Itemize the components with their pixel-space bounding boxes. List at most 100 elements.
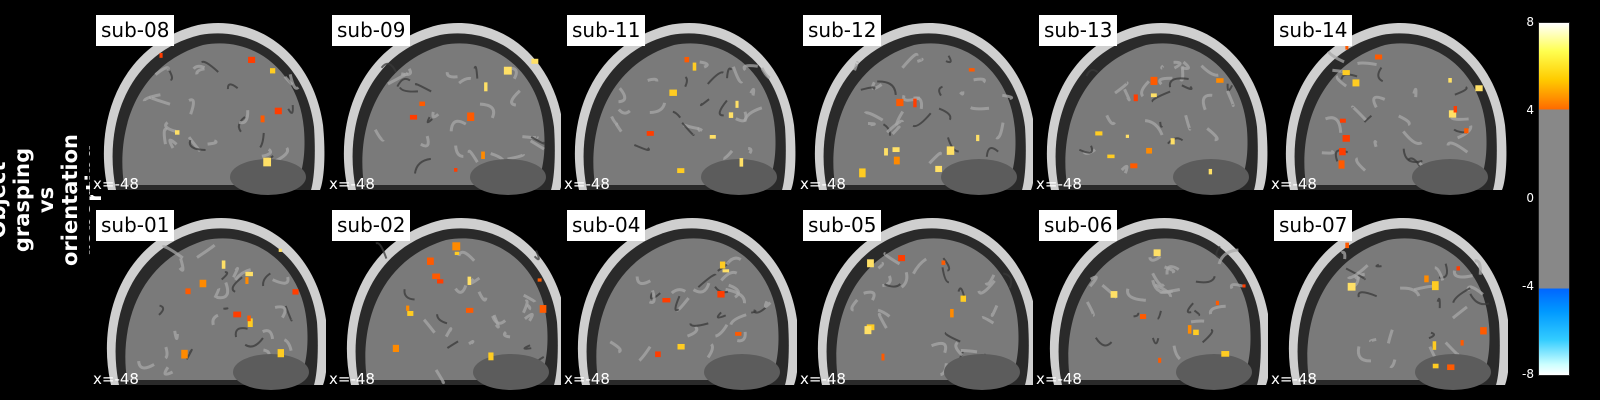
gyrus-line (533, 250, 540, 261)
gyrus-line (990, 304, 999, 317)
gyrus-line (1345, 267, 1366, 281)
gyrus-line (748, 147, 753, 155)
gyrus-line (674, 295, 681, 312)
gyrus-line (995, 122, 1005, 140)
coordinate-label: x=-48 (800, 370, 846, 388)
activation-blob (1125, 134, 1130, 138)
gyrus-line (928, 151, 942, 165)
subject-label: sub-11 (567, 15, 646, 46)
gyrus-line (154, 66, 170, 76)
gyrus-line (178, 257, 185, 272)
gyrus-line (684, 76, 688, 88)
brain-panel: sub-14 x=-48 (1268, 5, 1508, 195)
gyrus-line (1172, 345, 1181, 361)
gyrus-line (420, 135, 430, 148)
coordinate-label: x=-48 (329, 175, 375, 193)
gyrus-line (883, 252, 901, 266)
gyrus-line (226, 83, 239, 90)
activation-blob (722, 269, 730, 273)
gyrus-line (272, 276, 290, 285)
gyrus-line (728, 283, 740, 299)
activation-blob (950, 308, 954, 318)
gyrus-line (216, 281, 230, 300)
activation-blob (735, 331, 742, 336)
gyrus-line (403, 289, 415, 301)
gyrus-line (1356, 346, 1372, 363)
gyrus-line (530, 135, 546, 145)
gyrus-line (1126, 288, 1146, 302)
gyrus-line (981, 315, 995, 325)
cerebellum (704, 354, 780, 390)
gyrus-line (526, 303, 532, 311)
activation-blob (735, 100, 739, 108)
cerebellum (1173, 159, 1249, 195)
activation-blob (692, 62, 697, 71)
brain-slice-image (574, 22, 796, 195)
gyrus-line (164, 346, 169, 360)
gyrus-line (511, 66, 518, 80)
gyrus-line (763, 300, 772, 308)
gyrus-line (860, 86, 876, 91)
gyrus-line (1226, 83, 1234, 92)
gyrus-line (1190, 319, 1205, 324)
gyrus-line (648, 290, 656, 304)
activation-blob (1460, 340, 1464, 346)
activation-blob (1216, 78, 1224, 83)
colorbar-tick-neg8: -8 (1522, 367, 1534, 381)
gyrus-line (213, 287, 221, 299)
activation-blob (1187, 325, 1192, 334)
gyrus-line (173, 330, 179, 340)
subject-label: sub-02 (332, 210, 411, 241)
gyrus-line (231, 276, 243, 293)
gyrus-line (375, 242, 388, 259)
gyrus-line (477, 291, 488, 302)
activation-blob (454, 168, 458, 172)
cerebellum (1415, 354, 1491, 390)
gyrus-line (1428, 331, 1435, 340)
activation-blob (247, 315, 251, 322)
activation-blob (407, 310, 414, 316)
gyrus-line (647, 77, 659, 82)
gyrus-line (743, 106, 763, 122)
brain-slice-image (814, 22, 1036, 195)
gyrus-line (1158, 76, 1173, 86)
gyrus-line (1436, 297, 1441, 309)
gyrus-line (454, 284, 468, 294)
cerebellum (1176, 354, 1252, 390)
activation-blob (646, 131, 654, 136)
activation-blob (896, 98, 904, 107)
activation-blob (531, 58, 539, 64)
brain-panel: sub-07 x=-48 (1268, 200, 1508, 390)
gyrus-line (422, 318, 436, 334)
brain-tissue (1304, 43, 1487, 186)
coordinate-label: x=-48 (564, 370, 610, 388)
gyrus-line (1123, 88, 1131, 102)
gyrus-line (284, 305, 293, 322)
gyrus-line (725, 256, 742, 266)
activation-blob (277, 349, 285, 358)
gyrus-line (1173, 60, 1182, 70)
gyrus-line (473, 65, 479, 79)
activation-blob (1432, 363, 1439, 369)
gyrus-line (912, 257, 928, 275)
gyrus-line (1078, 145, 1094, 154)
gyrus-line (970, 106, 990, 111)
activation-blob (1447, 364, 1455, 371)
gyrus-line (458, 76, 472, 85)
activation-blob (662, 297, 671, 303)
gyrus-line (288, 73, 300, 90)
gyrus-line (510, 89, 521, 107)
subject-label: sub-12 (803, 15, 882, 46)
activation-blob (221, 260, 226, 269)
gyrus-line (262, 272, 271, 287)
gyrus-line (699, 60, 709, 69)
coordinate-label: x=-48 (1271, 370, 1317, 388)
colorbar-tick-0: 0 (1526, 191, 1534, 205)
activation-blob (941, 260, 946, 265)
activation-blob (1339, 148, 1346, 156)
gyrus-line (863, 290, 876, 301)
subject-label: sub-09 (332, 15, 411, 46)
brain-panel: sub-12 x=-48 (797, 5, 1037, 195)
gyrus-line (1144, 119, 1164, 136)
gyrus-line (902, 94, 921, 102)
